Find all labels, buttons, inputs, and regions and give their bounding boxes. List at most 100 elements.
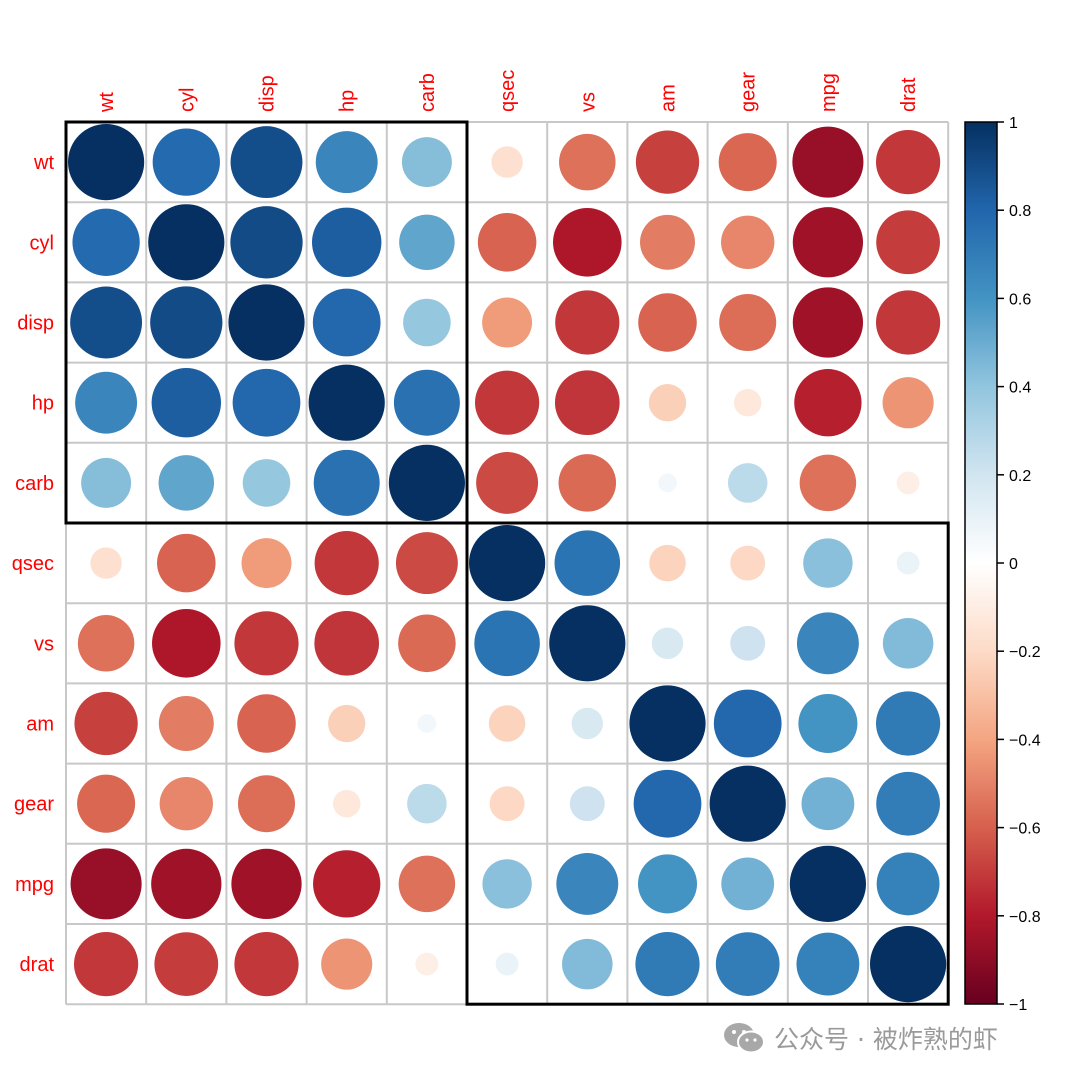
corr-circle-cyl-mpg xyxy=(792,207,864,278)
corr-circle-qsec-vs xyxy=(554,530,621,596)
watermark-text: 公众号 · 被炸熟的虾 xyxy=(774,1025,998,1054)
row-label-cyl: cyl xyxy=(30,232,54,254)
corr-circle-wt-am xyxy=(635,130,700,194)
colorbar-tick-label: −0.6 xyxy=(1009,821,1041,838)
corr-circle-carb-am xyxy=(658,473,677,493)
row-label-qsec: qsec xyxy=(12,553,54,575)
corr-circle-drat-cyl xyxy=(154,932,219,996)
correlation-circles xyxy=(68,124,947,1003)
row-label-drat: drat xyxy=(20,954,55,976)
corr-circle-wt-mpg xyxy=(792,126,864,198)
corr-circle-hp-wt xyxy=(75,371,138,434)
corr-circle-cyl-qsec xyxy=(477,213,537,272)
row-label-am: am xyxy=(26,714,54,736)
corr-circle-hp-qsec xyxy=(474,370,540,435)
corr-circle-am-wt xyxy=(74,691,138,756)
corr-circle-am-cyl xyxy=(158,696,214,751)
colorbar-tick-label: 0.8 xyxy=(1009,203,1031,220)
corr-circle-gear-gear xyxy=(709,765,786,842)
cluster-box-1 xyxy=(64,120,469,525)
corr-circle-mpg-qsec xyxy=(482,859,532,909)
corr-circle-mpg-hp xyxy=(313,850,381,918)
corr-circle-carb-disp xyxy=(242,459,291,507)
corr-circle-hp-mpg xyxy=(794,369,862,437)
corr-circle-vs-hp xyxy=(314,610,380,676)
row-labels: wt cyl disp hp carb qsec vs am gear mpg drat xyxy=(12,152,55,976)
row-label-vs: vs xyxy=(34,633,54,655)
corr-circle-qsec-cyl xyxy=(157,533,216,593)
corr-circle-qsec-wt xyxy=(90,547,122,579)
corr-circle-mpg-vs xyxy=(556,852,619,915)
corr-circle-carb-cyl xyxy=(158,455,215,511)
colorbar-tick-label: 0.6 xyxy=(1009,291,1031,308)
colorbar-tick-label: 0 xyxy=(1009,556,1018,573)
corr-circle-am-carb xyxy=(417,714,437,733)
colorbar-tick-label: 1 xyxy=(1009,115,1018,132)
col-label-cyl: cyl xyxy=(176,88,198,112)
corr-circle-disp-vs xyxy=(555,290,620,355)
corr-circle-disp-gear xyxy=(719,293,777,352)
colorbar-tick-label: −0.8 xyxy=(1009,909,1041,926)
corr-circle-gear-mpg xyxy=(801,777,855,831)
corr-circle-carb-vs xyxy=(558,454,617,512)
corr-circle-wt-carb xyxy=(401,137,452,188)
corr-circle-disp-drat xyxy=(875,290,941,355)
corr-circle-drat-carb xyxy=(415,952,439,976)
corr-circle-drat-drat xyxy=(870,926,947,1003)
corr-circle-mpg-drat xyxy=(876,852,940,916)
corr-circle-vs-qsec xyxy=(474,610,540,677)
colorbar-tick-label: 0.2 xyxy=(1009,468,1031,485)
corr-circle-wt-qsec xyxy=(491,146,523,178)
corr-circle-cyl-carb xyxy=(399,214,455,271)
corr-circle-hp-drat xyxy=(882,377,934,429)
corr-circle-am-mpg xyxy=(798,693,858,754)
corr-circle-qsec-am xyxy=(649,544,686,582)
colorbar-tick-label: 0.4 xyxy=(1009,380,1031,397)
corr-circle-cyl-vs xyxy=(553,208,622,277)
corr-circle-mpg-cyl xyxy=(151,848,222,920)
wechat-icon xyxy=(722,1020,766,1056)
corr-circle-carb-gear xyxy=(727,463,768,503)
corr-circle-gear-vs xyxy=(569,786,605,822)
corr-circle-hp-am xyxy=(648,384,687,422)
row-label-wt: wt xyxy=(33,152,54,174)
corr-circle-cyl-gear xyxy=(721,215,775,269)
corr-circle-hp-carb xyxy=(393,369,460,436)
corr-circle-vs-am xyxy=(651,627,684,660)
corr-circle-drat-hp xyxy=(321,938,373,990)
corr-circle-qsec-drat xyxy=(896,551,920,575)
col-label-hp: hp xyxy=(337,90,359,112)
corr-circle-wt-disp xyxy=(230,126,303,199)
corr-circle-gear-carb xyxy=(407,783,447,824)
colorbar-tick-label: −0.4 xyxy=(1009,732,1041,749)
corr-circle-hp-cyl xyxy=(151,367,222,438)
corr-circle-cyl-am xyxy=(640,214,695,270)
corr-circle-gear-cyl xyxy=(159,777,213,831)
corr-circle-gear-am xyxy=(633,769,702,838)
corr-circle-wt-hp xyxy=(315,131,378,194)
corr-circle-drat-vs xyxy=(562,938,613,990)
colorbar-tick-label: −1 xyxy=(1009,997,1027,1014)
corr-circle-vs-gear xyxy=(730,625,766,661)
corr-circle-qsec-hp xyxy=(314,530,379,596)
corr-circle-disp-cyl xyxy=(150,286,223,359)
col-label-carb: carb xyxy=(417,73,439,112)
corr-circle-wt-gear xyxy=(718,133,777,192)
corr-circle-wt-drat xyxy=(875,129,941,195)
corr-circle-mpg-disp xyxy=(231,848,302,920)
corr-circle-drat-disp xyxy=(234,931,299,997)
corr-circle-vs-wt xyxy=(77,615,135,672)
corr-circle-drat-qsec xyxy=(495,952,519,976)
cluster-boxes xyxy=(64,120,950,1006)
row-label-hp: hp xyxy=(32,393,54,415)
corr-circle-gear-qsec xyxy=(489,786,525,822)
corr-circle-cyl-drat xyxy=(876,210,940,275)
corr-circle-hp-gear xyxy=(733,388,762,417)
corr-circle-mpg-am xyxy=(637,854,698,914)
corr-circle-cyl-wt xyxy=(72,208,140,276)
corr-circle-am-qsec xyxy=(488,705,526,742)
corr-circle-qsec-gear xyxy=(730,545,766,581)
corr-circle-carb-qsec xyxy=(476,451,539,514)
corr-circle-cyl-cyl xyxy=(148,204,225,281)
